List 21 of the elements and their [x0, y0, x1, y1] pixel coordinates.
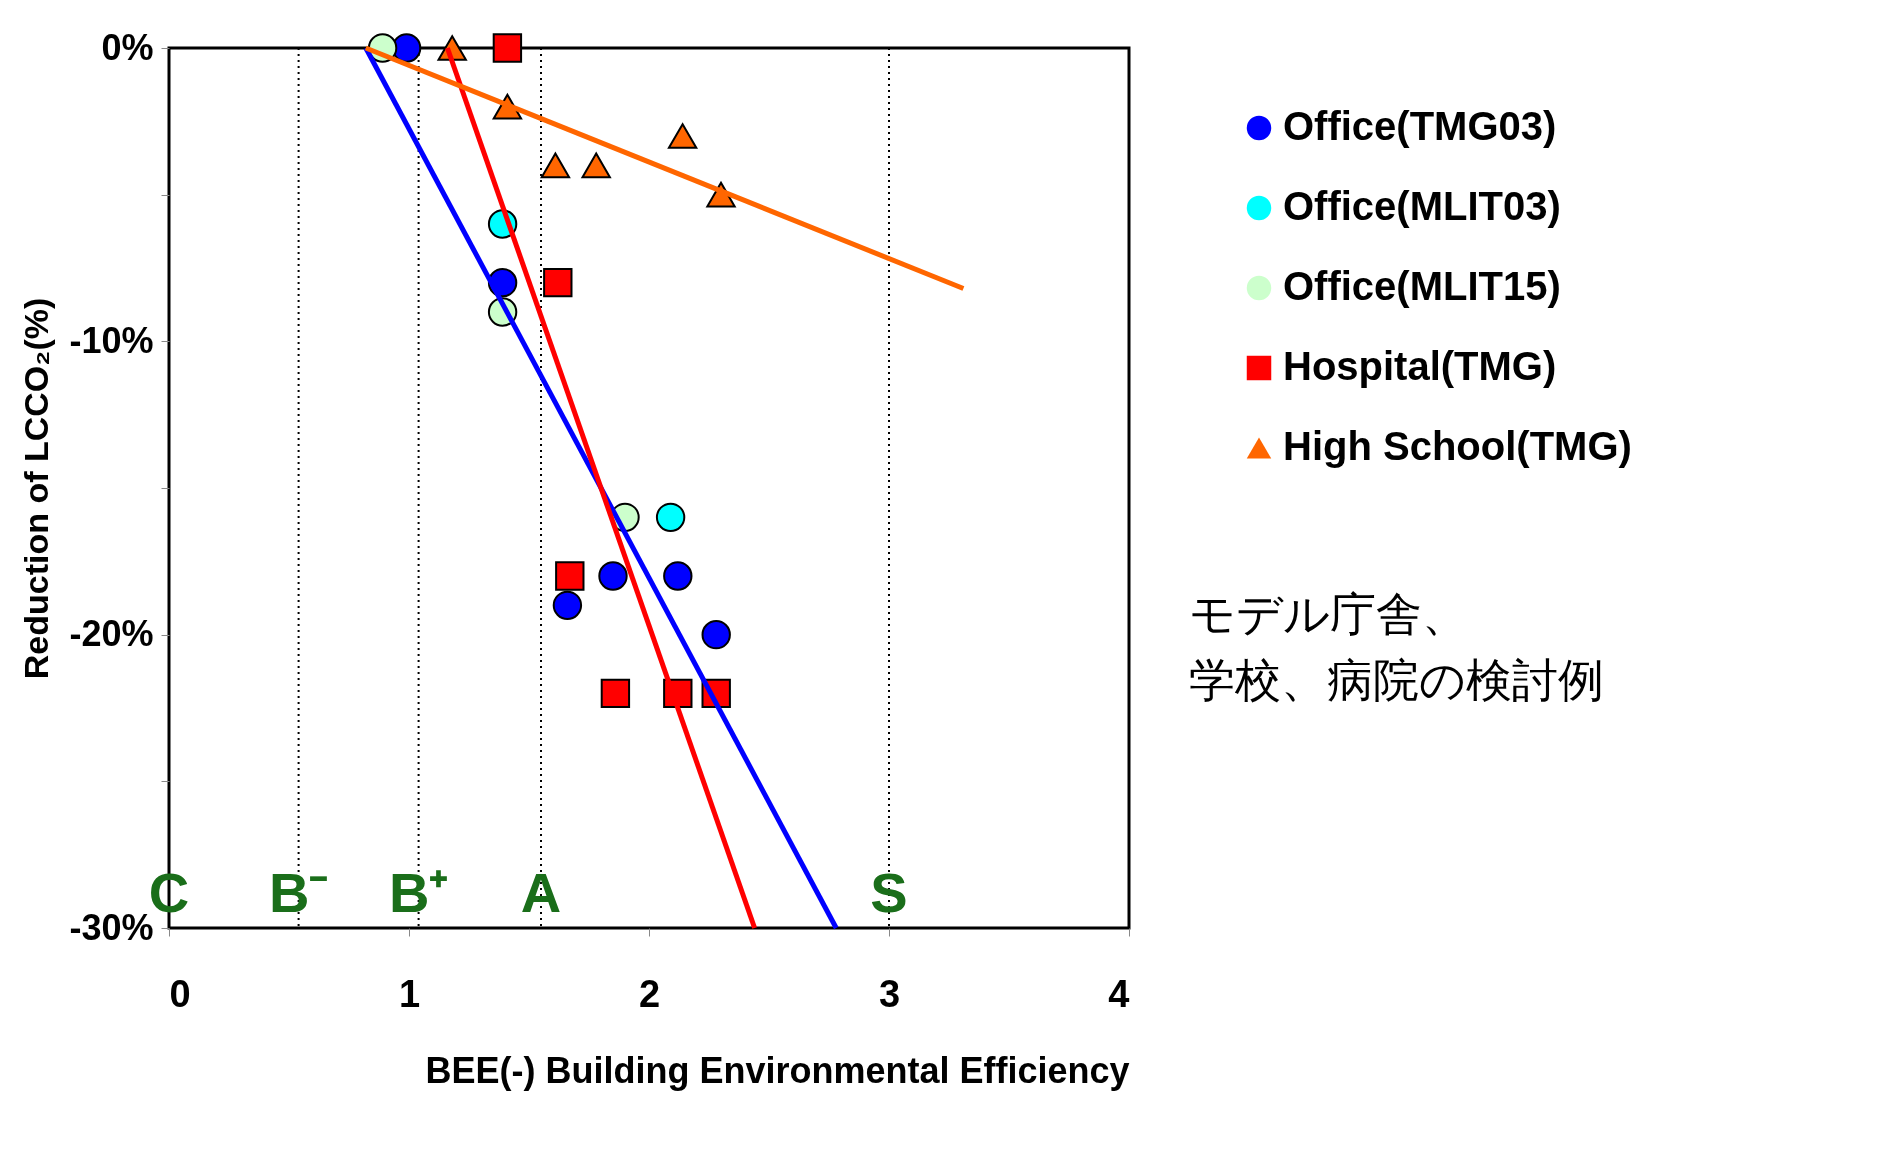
y-tick-label: 0%: [101, 26, 154, 68]
y-axis-title: Reduction of LCCO₂(%): [17, 297, 56, 680]
legend-label: Hospital(TMG): [1283, 344, 1557, 388]
x-tick-label: 2: [638, 972, 661, 1015]
annotation: B⁻: [268, 861, 329, 924]
annotation: A: [520, 861, 562, 924]
legend-label: Office(TMG03): [1283, 104, 1557, 148]
legend-label: High School(TMG): [1283, 424, 1632, 468]
y-tick-label: -10%: [69, 319, 154, 361]
text: モデル庁舎、学校、病院の検討例: [1189, 587, 1604, 706]
x-axis-title: BEE(-) Building Environmental Efficiency: [425, 1049, 1130, 1091]
x-tick-label: 0: [169, 972, 191, 1015]
y-tick-label: -20%: [69, 613, 154, 655]
y-tick-label: -30%: [69, 906, 154, 948]
annotation: B⁺: [388, 861, 449, 924]
x-tick-label: 1: [398, 972, 421, 1015]
legend-label: Office(MLIT15): [1283, 264, 1561, 308]
annotation: S: [870, 861, 908, 924]
legend-label: Office(MLIT03): [1283, 184, 1561, 228]
x-tick-label: 3: [878, 972, 901, 1015]
x-tick-label: 4: [1108, 972, 1130, 1015]
